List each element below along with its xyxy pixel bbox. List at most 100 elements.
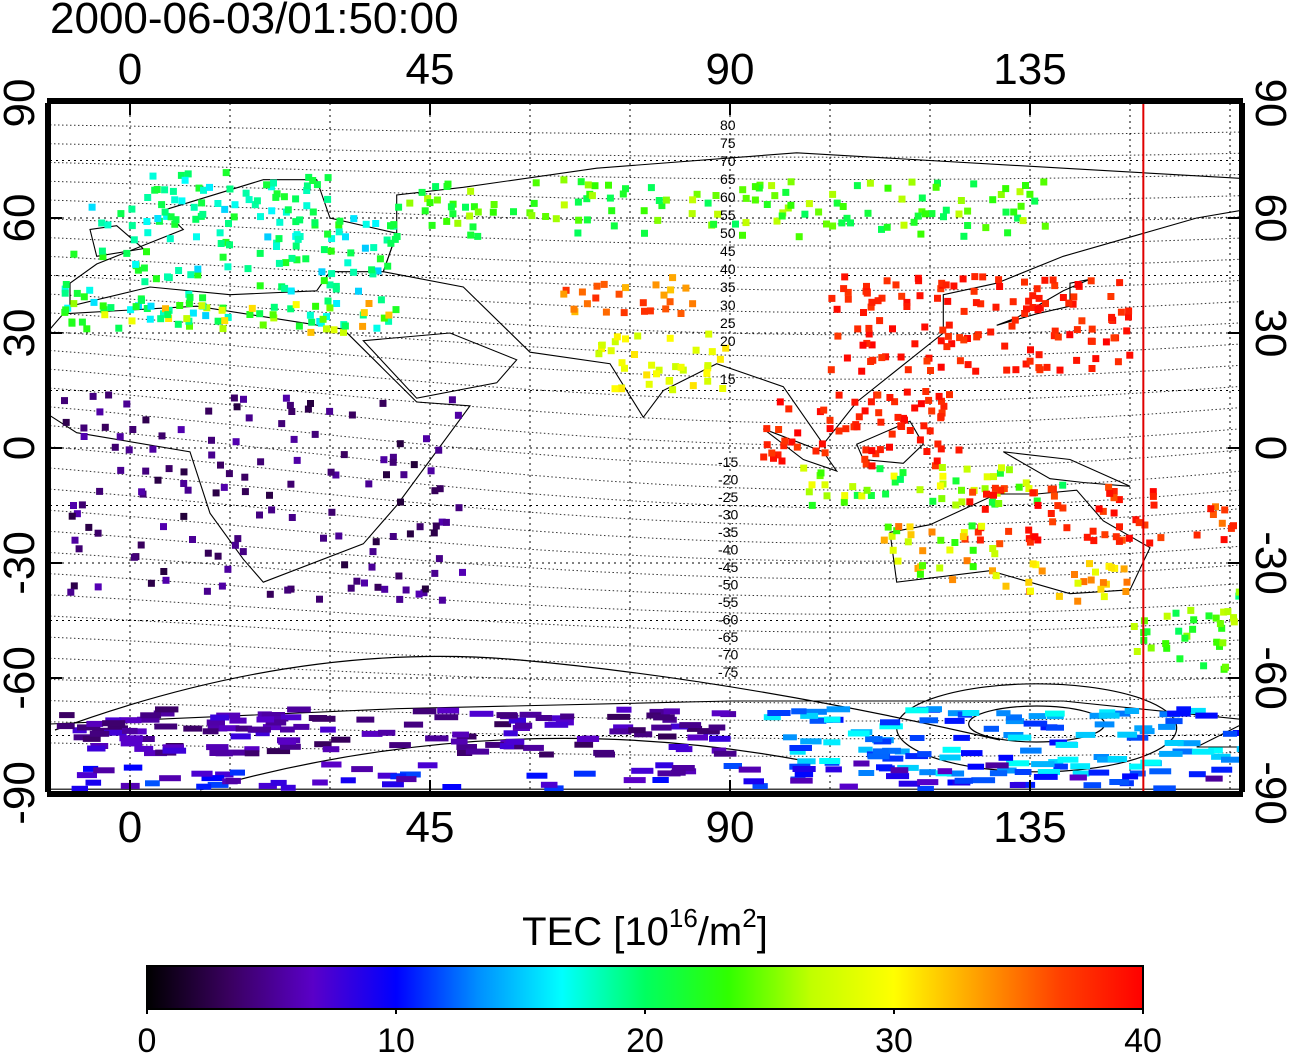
tec-cell <box>583 300 591 308</box>
tec-cell <box>898 195 906 203</box>
tec-cell <box>231 541 239 549</box>
tec-cell <box>552 215 560 223</box>
tec-cell <box>1129 763 1145 770</box>
tec-cell <box>847 730 870 737</box>
tec-cell <box>944 717 965 724</box>
timestamp-title: 2000-06-03/01:50:00 <box>50 0 459 43</box>
tec-cell <box>1269 749 1283 755</box>
tec-cell <box>406 199 414 207</box>
tec-cell <box>316 595 323 603</box>
tec-cell <box>817 469 825 477</box>
tec-cell <box>1041 276 1049 284</box>
tec-cell <box>269 311 277 319</box>
tec-cell <box>957 197 965 204</box>
tec-cell <box>634 332 642 340</box>
tec-cell <box>116 433 124 441</box>
tec-cell <box>455 504 463 512</box>
tec-cell <box>773 217 781 225</box>
colorbar-title: TEC [1016/m2] <box>522 903 768 954</box>
tec-cell <box>689 196 697 204</box>
tec-cell <box>869 356 877 364</box>
tec-cell <box>1249 717 1271 723</box>
tec-cell <box>312 715 336 722</box>
tec-cell <box>225 777 241 784</box>
tec-cell <box>936 482 944 490</box>
tec-cell <box>292 242 300 250</box>
x-tick-label-top: 0 <box>118 45 142 94</box>
tec-cell <box>631 767 654 774</box>
tec-cell <box>1147 644 1155 652</box>
tec-cell <box>1133 648 1141 655</box>
tec-cell <box>542 213 550 220</box>
tec-cell <box>73 734 92 741</box>
tec-cell <box>365 480 373 488</box>
tec-cell <box>312 779 328 786</box>
tec-cell <box>996 710 1011 717</box>
tec-cell <box>225 220 232 227</box>
tec-cell <box>697 728 720 735</box>
tec-cell <box>535 715 552 721</box>
tec-cell <box>217 461 224 469</box>
tec-cell <box>971 777 996 784</box>
tec-cell <box>668 744 689 750</box>
tec-cell <box>1230 618 1238 626</box>
tec-cell <box>1014 214 1022 222</box>
tec-cell <box>246 311 254 318</box>
tec-cell <box>844 288 852 296</box>
tec-cell <box>926 706 942 713</box>
tec-cell <box>944 332 952 340</box>
tec-cell <box>377 772 397 779</box>
tec-cell <box>256 716 275 723</box>
y-tick-label-right: 90 <box>1246 79 1292 128</box>
tec-cell <box>893 527 901 535</box>
tec-cell <box>1200 662 1208 670</box>
tec-cell <box>938 495 946 503</box>
tec-cell <box>955 446 963 454</box>
tec-cell <box>909 735 925 741</box>
tec-cell <box>395 572 403 580</box>
tec-cell <box>763 201 771 208</box>
y-tick-label-left: 30 <box>0 309 44 358</box>
tec-cell <box>1110 509 1118 517</box>
tec-cell <box>421 207 429 215</box>
tec-cell <box>1106 489 1114 497</box>
tec-cell <box>874 391 882 399</box>
tec-cell <box>866 179 874 187</box>
tec-cell <box>652 777 669 783</box>
tec-cell <box>1195 712 1218 719</box>
tec-cell <box>847 219 854 227</box>
tec-cell <box>499 743 515 750</box>
tec-cell <box>1027 587 1034 595</box>
tec-cell <box>1065 299 1073 307</box>
tec-cell <box>1097 585 1105 593</box>
tec-cell <box>823 739 841 746</box>
tec-cell <box>214 200 222 207</box>
tec-cell <box>990 473 997 481</box>
y-tick-label-right: -30 <box>1246 531 1292 595</box>
tec-cell <box>911 404 919 412</box>
tec-cell <box>101 311 109 319</box>
tec-cell <box>979 273 987 281</box>
tec-cell <box>1026 538 1034 546</box>
tec-cell <box>378 729 396 736</box>
tec-cell <box>842 425 850 433</box>
tec-cell <box>194 271 202 279</box>
tec-cell <box>144 229 152 237</box>
tec-cell <box>938 279 946 287</box>
tec-cell <box>470 203 478 211</box>
tec-cell <box>328 270 336 278</box>
tec-cell <box>307 328 315 336</box>
tec-cell <box>1266 737 1283 743</box>
tec-cell <box>82 735 101 742</box>
tec-cell <box>610 222 618 230</box>
tec-cell <box>1027 346 1034 354</box>
tec-cell <box>942 281 950 289</box>
tec-cell <box>161 186 169 194</box>
tec-cell <box>174 320 182 328</box>
tec-cell <box>890 767 909 774</box>
tec-cell <box>1031 197 1039 205</box>
tec-cell <box>742 219 750 227</box>
tec-cell <box>973 333 981 341</box>
tec-cell <box>1054 333 1062 341</box>
tec-cell <box>123 400 131 408</box>
